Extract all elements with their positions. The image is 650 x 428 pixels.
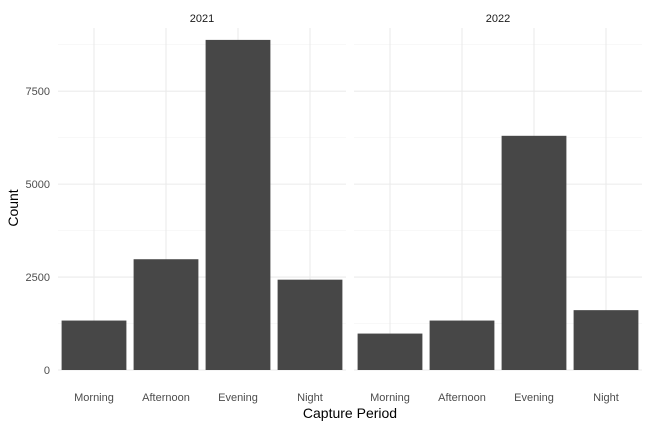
x-tick-label: Afternoon (142, 392, 190, 404)
panel-layer: Morning Afternoon Evening Night 2021 Morning A… (58, 13, 642, 404)
facet-strip-label: 2022 (486, 13, 510, 25)
facet-panel-2022: Morning Afternoon Evening Night 2022 (354, 13, 642, 404)
x-tick-label: Night (297, 392, 323, 404)
x-tick-label: Evening (218, 392, 258, 404)
x-tick-label: Afternoon (438, 392, 486, 404)
facet-panel-2021: Morning Afternoon Evening Night 2021 (58, 13, 346, 404)
y-tick-label: 5000 (26, 179, 50, 191)
x-axis-title: Capture Period (303, 405, 397, 421)
y-axis: 0 2500 5000 7500 (26, 86, 50, 377)
bar-2022-morning (357, 333, 423, 370)
bar-2022-afternoon (429, 320, 495, 370)
facet-strip-label: 2021 (190, 13, 214, 25)
y-axis-title: Count (5, 189, 21, 226)
x-tick-label: Night (593, 392, 619, 404)
y-tick-label: 7500 (26, 86, 50, 98)
bar-2021-morning (61, 320, 127, 370)
bar-2021-night (277, 279, 343, 370)
bar-2021-afternoon (133, 259, 199, 370)
bar-2022-night (573, 310, 639, 370)
bar-2021-evening (205, 39, 271, 370)
x-tick-label: Morning (370, 392, 410, 404)
x-tick-label: Evening (514, 392, 554, 404)
bar-2022-evening (501, 135, 567, 370)
y-tick-label: 0 (44, 365, 50, 377)
y-tick-label: 2500 (26, 272, 50, 284)
x-tick-label: Morning (74, 392, 114, 404)
